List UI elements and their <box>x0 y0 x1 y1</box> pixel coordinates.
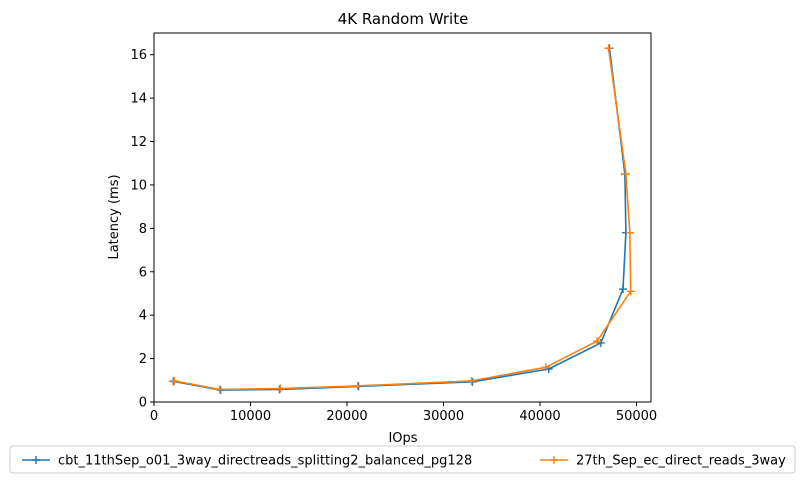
legend-marker <box>550 456 558 464</box>
plot-frame <box>153 32 652 403</box>
legend-frame <box>9 445 796 474</box>
x-axis-label: IOps <box>388 431 417 446</box>
legend-item: cbt_11thSep_o01_3way_directreads_splitti… <box>22 454 472 469</box>
data-point <box>596 338 605 347</box>
y-axis-label: Latency (ms) <box>107 174 122 259</box>
legend-label: cbt_11thSep_o01_3way_directreads_splitti… <box>58 454 472 469</box>
y-tick-label: 10 <box>130 178 147 193</box>
series-2 <box>170 44 635 394</box>
series-line <box>173 48 627 391</box>
x-tick-label: 0 <box>150 409 158 424</box>
data-point <box>467 376 476 385</box>
y-tick-label: 8 <box>139 222 147 237</box>
y-tick-label: 16 <box>130 48 147 63</box>
data-point <box>275 385 284 394</box>
data-point <box>215 385 224 394</box>
series-line <box>174 48 632 391</box>
y-tick-label: 14 <box>130 92 147 107</box>
legend-marker <box>32 456 40 464</box>
y-tick-label: 6 <box>139 265 147 280</box>
x-axis: 0 10000 20000 30000 40000 50000 <box>150 402 657 424</box>
legend-item: 27th_Sep_ec_direct_reads_3way <box>540 454 786 469</box>
legend: cbt_11thSep_o01_3way_directreads_splitti… <box>9 445 796 474</box>
plot-area <box>153 32 652 403</box>
x-tick-label: 30000 <box>423 409 464 424</box>
series-layer <box>169 44 635 395</box>
x-tick-label: 40000 <box>519 409 560 424</box>
data-point <box>619 285 628 294</box>
y-axis: 0 2 4 6 8 10 12 14 16 <box>130 48 154 411</box>
y-tick-label: 2 <box>139 352 147 367</box>
data-point <box>604 44 613 53</box>
x-tick-label: 20000 <box>326 409 367 424</box>
x-tick-label: 50000 <box>616 409 657 424</box>
data-point <box>353 381 362 390</box>
data-point <box>170 376 179 385</box>
data-point <box>541 363 550 372</box>
y-tick-label: 4 <box>139 309 147 324</box>
data-point <box>625 228 634 237</box>
data-point <box>468 377 477 386</box>
data-point <box>626 287 635 296</box>
legend-label: 27th_Sep_ec_direct_reads_3way <box>576 454 786 469</box>
x-tick-label: 10000 <box>230 409 271 424</box>
data-point <box>276 384 285 393</box>
data-point <box>592 337 601 346</box>
y-tick-label: 0 <box>139 396 147 411</box>
data-point <box>621 170 630 179</box>
series-1 <box>169 44 630 395</box>
y-tick-label: 12 <box>130 135 147 150</box>
chart-title: 4K Random Write <box>338 10 469 28</box>
